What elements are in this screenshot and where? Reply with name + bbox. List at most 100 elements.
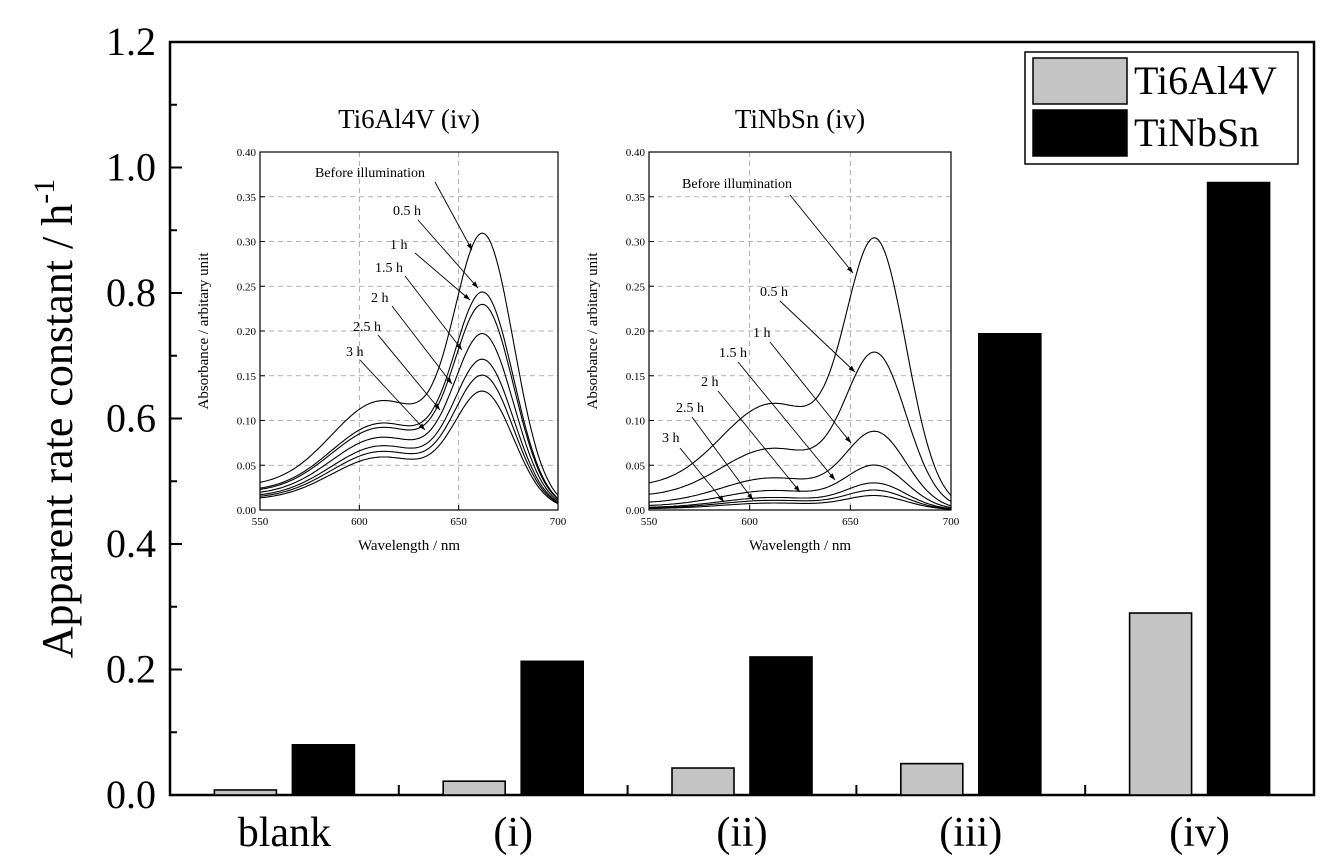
bar-tinbsn-ii — [749, 656, 813, 796]
inset-x-tick-label: 550 — [252, 516, 269, 528]
curve-label-2-5-h: 2.5 h — [353, 320, 381, 335]
curve-label-1-h: 1 h — [390, 238, 408, 253]
curve-arrowhead — [456, 343, 462, 350]
bar-tinbsn-i — [520, 660, 585, 796]
inset-x-tick-label: 700 — [943, 516, 960, 528]
curve-label-1-h: 1 h — [753, 326, 771, 341]
curve-label-before-illumination: Before illumination — [682, 177, 792, 192]
inset-y-tick-label: 0.30 — [626, 237, 646, 249]
curve-arrow-2-h — [391, 305, 453, 385]
curve-arrowhead — [446, 377, 452, 384]
bar-ti6al4v-iv — [1128, 612, 1193, 796]
curve-label-1-5-h: 1.5 h — [375, 261, 403, 276]
inset-background — [256, 146, 566, 518]
inset-x-tick-label: 600 — [351, 516, 368, 528]
legend-swatch-ti6al4v — [1032, 57, 1128, 105]
inset-y-axis-label: Absorbance / arbitary unit — [585, 252, 601, 410]
inset-title: Ti6Al4V (iv) — [338, 104, 480, 134]
inset-y-tick-label: 0.40 — [626, 147, 646, 159]
curve-arrowhead — [847, 266, 853, 273]
curve-arrow-0-5-h — [417, 219, 479, 289]
curve-arrow-1-5-h — [404, 275, 463, 351]
curve-arrowhead — [418, 423, 425, 430]
inset-y-tick-label: 0.25 — [626, 281, 646, 293]
bar-ti6al4v-iii — [899, 762, 964, 796]
bar-ti6al4v-i — [442, 780, 507, 796]
inset-spectra-tinbsn: 550 600 650 700 0.00 0.05 0.10 0.15 0.20 0.25 0.30… — [585, 104, 960, 554]
inset-y-tick-label: 0.00 — [626, 505, 646, 517]
inset-spectra-ti6al4v: 550 600 650 700 0.00 0.05 0.10 0.15 0.20 0.25 0.30… — [196, 104, 567, 554]
x-tick-label-i: (i) — [493, 810, 533, 856]
bar-tinbsn-iii — [977, 332, 1042, 796]
spectrum-2-h — [649, 482, 952, 510]
inset-x-axis-label: Wavelength / nm — [749, 538, 851, 554]
inset-y-tick-label: 0.10 — [237, 416, 257, 428]
spectrum-0-5-h — [259, 291, 559, 499]
curve-label-0-5-h: 0.5 h — [393, 204, 421, 219]
inset-y-tick-label: 0.05 — [237, 460, 257, 472]
inset-y-tick-label: 0.10 — [626, 416, 646, 428]
spectrum-before-illumination — [259, 232, 559, 496]
curve-arrowhead — [747, 493, 753, 500]
legend: Ti6Al4V TiNbSn — [1024, 51, 1299, 165]
curve-arrow-3-h — [359, 359, 426, 431]
y-axis-label-text: Apparent rate constant / h — [33, 204, 82, 659]
y-tick-label: 0.8 — [106, 270, 156, 315]
x-tick-label-iii: (iii) — [939, 810, 1002, 856]
spectrum-2-h — [259, 358, 559, 503]
curve-arrow-before-illumination — [434, 181, 473, 251]
inset-y-tick-label: 0.20 — [237, 326, 257, 338]
inset-y-tick-label: 0.05 — [626, 460, 646, 472]
curve-arrow-2-5-h — [377, 334, 441, 411]
inset-y-axis-label: Absorbance / arbitary unit — [196, 252, 212, 410]
y-tick-label: 0.2 — [106, 647, 156, 692]
curve-arrow-0-5-h — [779, 300, 856, 373]
curve-arrowhead — [433, 403, 440, 410]
x-tick-label-ii: (ii) — [716, 810, 767, 856]
curve-arrow-2-h — [717, 390, 801, 493]
y-tick-label: 1.2 — [106, 19, 156, 64]
y-tick-label: 0.4 — [106, 521, 156, 566]
legend-label-ti6al4v: Ti6Al4V — [1134, 58, 1277, 103]
inset-x-tick-label: 600 — [741, 516, 758, 528]
inset-y-tick-label: 0.20 — [626, 326, 646, 338]
curve-arrowhead — [793, 485, 800, 492]
curve-arrowhead — [845, 436, 851, 443]
y-axis-label: Apparent rate constant / h-1 — [28, 179, 82, 659]
curve-arrow-1-h — [769, 341, 852, 444]
curve-arrowhead — [717, 495, 724, 502]
spectrum-2-5-h — [259, 374, 559, 504]
main-bar-chart: 0.0 0.2 0.4 0.6 0.8 1.0 1.2 Apparent rate const… — [28, 19, 1316, 856]
curve-arrowhead — [471, 281, 478, 288]
inset-x-axis-label: Wavelength / nm — [358, 538, 460, 554]
legend-label-tinbsn: TiNbSn — [1134, 110, 1259, 155]
curve-label-0-5-h: 0.5 h — [760, 285, 788, 300]
curve-label-3-h: 3 h — [662, 431, 680, 446]
inset-y-tick-label: 0.15 — [237, 371, 257, 383]
curve-arrow-3-h — [679, 447, 725, 503]
spectrum-1-h — [648, 430, 952, 507]
spectrum-2-5-h — [649, 489, 952, 510]
y-tick-label: 1.0 — [106, 145, 156, 190]
spectrum-1-5-h — [259, 332, 559, 502]
inset-y-tick-label: 0.30 — [237, 237, 257, 249]
inset-y-tick-label: 0.15 — [626, 371, 646, 383]
curve-arrowhead — [848, 365, 855, 372]
spectrum-3-h — [259, 390, 559, 505]
curve-arrow-1-5-h — [737, 361, 836, 481]
curve-label-before-illumination: Before illumination — [315, 166, 425, 181]
y-tick-label: 0.6 — [106, 396, 156, 441]
curve-arrowhead — [828, 473, 835, 480]
bar-tinbsn-iv — [1206, 181, 1271, 796]
curve-arrow-before-illumination — [789, 194, 854, 274]
x-tick-label-blank: blank — [238, 810, 331, 856]
y-tick-label: 0.0 — [106, 772, 156, 817]
inset-x-tick-label: 650 — [450, 516, 467, 528]
curve-label-2-5-h: 2.5 h — [676, 401, 704, 416]
curve-arrowhead — [466, 243, 472, 250]
inset-x-tick-label: 700 — [550, 516, 567, 528]
spectrum-0-5-h — [648, 351, 952, 503]
curve-label-2-h: 2 h — [701, 375, 719, 390]
inset-y-tick-label: 0.35 — [237, 192, 257, 204]
curve-arrow-2-5-h — [691, 416, 754, 501]
